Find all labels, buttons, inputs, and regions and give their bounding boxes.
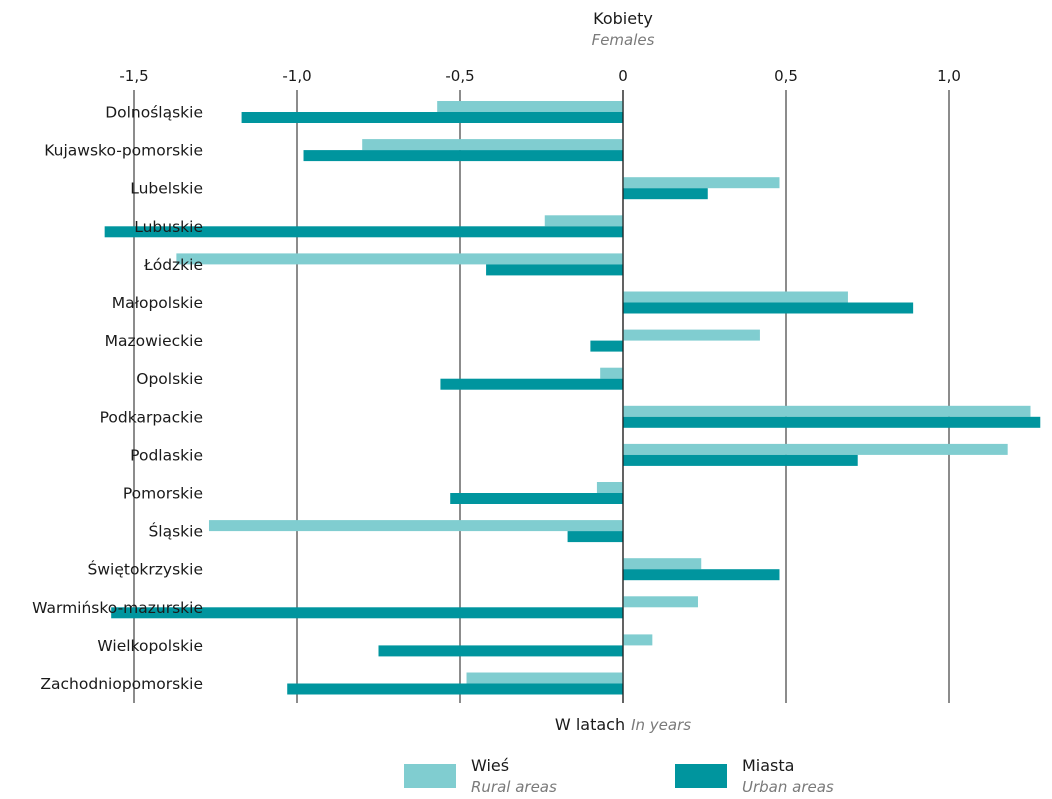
bar-urban <box>567 531 623 543</box>
bar-urban <box>623 569 780 581</box>
bar-urban <box>590 340 623 352</box>
bar-rural <box>623 596 698 608</box>
category-label: Zachodniopomorskie <box>40 675 203 693</box>
bar-rural <box>437 101 623 112</box>
bar-rural <box>176 253 623 265</box>
legend-swatch-urban <box>675 764 727 788</box>
bar-rural <box>600 367 623 379</box>
bar-urban <box>623 302 914 314</box>
bar-rural <box>623 443 1008 455</box>
bar-urban <box>378 645 623 657</box>
x-tick-label: 0 <box>618 67 628 85</box>
category-label: Wielkopolskie <box>97 637 203 655</box>
category-label: Lubelskie <box>130 180 203 198</box>
x-tick-label: -1,0 <box>282 67 311 85</box>
bar-urban <box>623 416 1041 428</box>
legend-label-rural: Wieś <box>471 756 509 775</box>
x-tick-label: 0,5 <box>774 67 798 85</box>
legend-label-urban-en: Urban areas <box>742 778 834 796</box>
bar-rural <box>623 405 1031 417</box>
legend-swatch-rural <box>404 764 456 788</box>
category-label: Łódzkie <box>143 256 203 274</box>
bar-urban <box>440 378 623 390</box>
bar-rural <box>208 520 624 532</box>
category-label: Pomorskie <box>123 485 203 503</box>
bar-urban <box>450 493 623 504</box>
category-label: Małopolskie <box>112 294 203 312</box>
category-label: Śląskie <box>148 522 203 541</box>
bar-urban <box>486 264 623 276</box>
category-label: Świętokrzyskie <box>88 560 203 579</box>
legend-label-rural-en: Rural areas <box>471 778 557 796</box>
category-label: Lubuskie <box>134 218 203 236</box>
category-label: Podlaskie <box>130 446 203 464</box>
x-tick-label: -1,5 <box>119 67 148 85</box>
x-tick-labels: -2,5-2,0-1,5-1,0-0,500,51,01,52,02,5 <box>119 67 961 85</box>
bar-rural <box>623 177 780 189</box>
x-axis-label-en: In years <box>631 716 691 734</box>
bar-urban <box>623 188 708 200</box>
bar-urban <box>287 683 623 695</box>
category-label: Kujawsko-pomorskie <box>44 142 203 160</box>
bar-urban <box>303 150 623 162</box>
legend: Wieś Rural areas Miasta Urban areas <box>404 756 834 796</box>
bar-rural <box>544 215 623 227</box>
category-label: Podkarpackie <box>100 408 203 426</box>
category-labels: Dolnośląskie Kujawsko-pomorskie Lubelskie L… <box>32 104 203 694</box>
x-tick-label: 1,0 <box>937 67 961 85</box>
category-label: Opolskie <box>136 370 203 388</box>
x-tick-label: -0,5 <box>445 67 474 85</box>
bar-urban <box>623 454 858 466</box>
bars <box>104 90 1041 703</box>
chart-title: Kobiety <box>593 9 653 28</box>
bar-rural <box>596 482 623 493</box>
bar-rural <box>466 672 623 684</box>
x-axis-label: W latach In years <box>555 715 691 734</box>
category-label: Warmińsko-mazurskie <box>32 599 203 617</box>
bar-urban <box>104 226 623 238</box>
bar-rural <box>623 558 702 570</box>
category-label: Dolnośląskie <box>105 104 203 122</box>
category-label: Mazowieckie <box>105 332 203 350</box>
chart-subtitle: Females <box>592 31 655 49</box>
bar-rural <box>623 291 848 303</box>
legend-label-urban: Miasta <box>742 756 794 775</box>
bar-urban <box>241 112 623 123</box>
bar-urban <box>111 607 624 619</box>
x-axis-label-pl: W latach <box>555 715 625 734</box>
bar-rural <box>623 329 760 341</box>
bar-rural <box>362 139 623 151</box>
bar-rural <box>623 634 653 646</box>
